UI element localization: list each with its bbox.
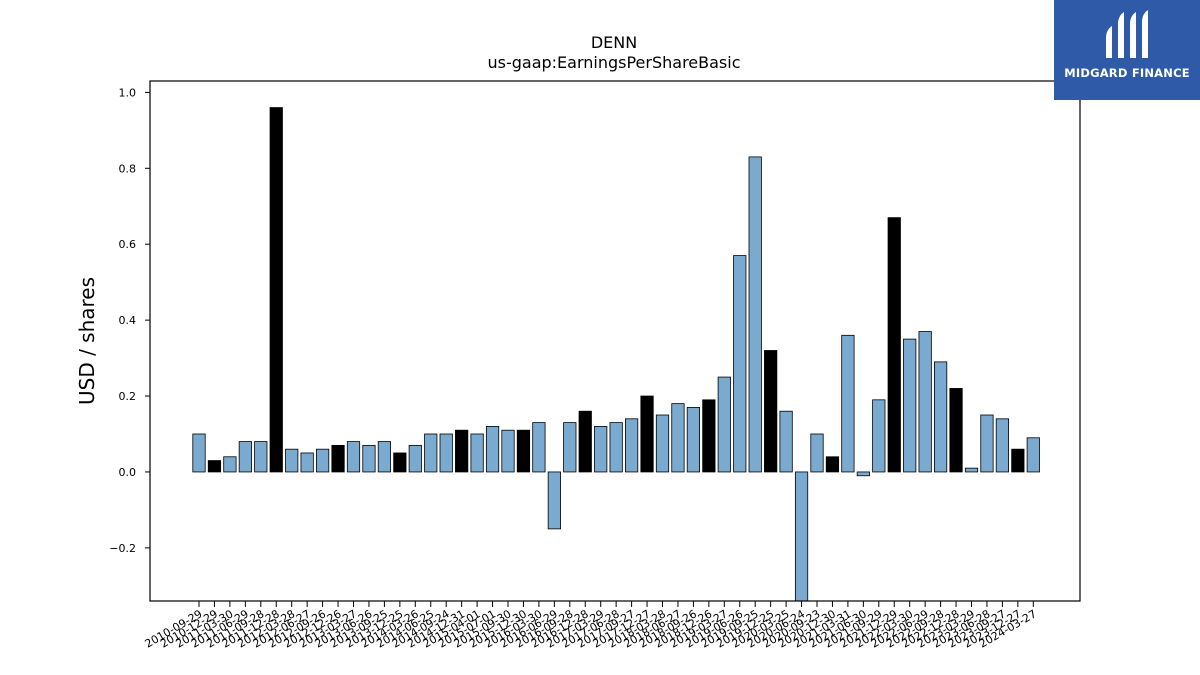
- bar-2023-06-28: [980, 414, 994, 473]
- bar-2023-09-27: [995, 418, 1010, 473]
- bar-2012-06-27: [300, 452, 314, 473]
- bar-2022-09-28: [934, 361, 948, 473]
- bar-2011-06-29: [238, 441, 252, 473]
- bar-2010-12-29: [207, 460, 222, 473]
- bar-2012-09-26: [315, 448, 330, 473]
- bar-2016-12-28: [578, 410, 592, 473]
- bar-2022-06-29: [918, 331, 932, 473]
- y-tick-label: 0.0: [119, 466, 137, 479]
- bar-2019-06-26: [733, 255, 747, 473]
- bar-2011-09-28: [254, 441, 268, 473]
- y-tick-label: 1.0: [119, 86, 137, 99]
- bar-2022-12-28: [949, 388, 963, 473]
- y-tick-label: 0.6: [119, 238, 137, 251]
- y-tick-label: 0.2: [119, 390, 137, 403]
- bar-2021-03-31: [841, 334, 855, 473]
- bar-2013-03-27: [346, 441, 361, 473]
- bar-2016-06-29: [547, 471, 561, 530]
- bar-2018-09-26: [686, 407, 701, 473]
- bar-2021-09-29: [872, 399, 886, 473]
- bar-2015-04-01: [470, 433, 484, 473]
- bar-2020-09-23: [810, 433, 824, 473]
- bar-series: [192, 107, 1040, 602]
- bar-2011-03-30: [223, 456, 237, 473]
- bar-2010-09-29: [192, 433, 206, 473]
- bar-2019-03-27: [717, 376, 731, 473]
- bar-2014-09-24: [439, 433, 453, 473]
- bar-2013-12-25: [393, 452, 407, 473]
- y-axis: −0.2 0.0 0.2 0.4 0.6 0.8 1.0: [109, 86, 150, 555]
- bar-2021-12-29: [887, 217, 901, 473]
- bar-2017-12-27: [640, 395, 654, 473]
- bar-2011-12-28: [269, 107, 283, 473]
- midgard-m-logo-icon: [1106, 10, 1148, 58]
- bar-2019-12-25: [764, 350, 778, 473]
- chart-subtitle: us-gaap:EarningsPerShareBasic: [487, 53, 740, 72]
- x-axis: 2010-09-292010-12-292011-03-302011-06-29…: [143, 601, 1039, 651]
- y-tick-label: 0.4: [119, 314, 137, 327]
- bar-2020-06-24: [794, 471, 809, 602]
- bar-2023-03-29: [964, 467, 979, 473]
- y-tick-label: 0.8: [119, 162, 137, 175]
- bar-2019-09-25: [748, 156, 762, 473]
- bar-2017-09-27: [625, 418, 639, 473]
- bar-2017-06-28: [609, 422, 623, 473]
- bar-2020-03-25: [779, 410, 793, 473]
- bar-2017-03-29: [594, 425, 608, 473]
- bar-2013-06-26: [362, 444, 376, 473]
- bar-2023-12-27: [1011, 448, 1025, 473]
- bar-2018-06-27: [671, 403, 685, 473]
- bar-2013-09-25: [377, 441, 392, 473]
- bar-2012-12-26: [331, 444, 345, 473]
- bar-2018-12-26: [702, 399, 716, 473]
- bar-2014-12-31: [455, 429, 469, 473]
- bar-2024-03-27: [1026, 437, 1040, 473]
- y-axis-label: USD / shares: [75, 277, 99, 405]
- bar-2015-07-01: [485, 425, 500, 473]
- midgard-finance-logo: MIDGARD FINANCE: [1054, 0, 1200, 100]
- bar-2014-06-25: [424, 433, 438, 473]
- y-tick-label: −0.2: [109, 542, 136, 555]
- bar-2021-06-30: [856, 471, 870, 477]
- bar-2015-12-30: [516, 429, 531, 473]
- bar-2016-03-30: [532, 422, 546, 473]
- bar-2022-03-30: [903, 338, 917, 473]
- logo-brand-name: MIDGARD FINANCE: [1064, 66, 1190, 80]
- bar-2020-12-30: [825, 456, 840, 473]
- plot-frame: [149, 80, 1081, 602]
- bar-2018-03-28: [655, 414, 670, 473]
- bar-2016-09-28: [563, 422, 577, 473]
- bar-2014-03-26: [408, 444, 422, 473]
- chart-title: DENN: [591, 33, 637, 52]
- bar-2015-09-30: [501, 429, 515, 473]
- bar-2012-03-28: [285, 448, 299, 473]
